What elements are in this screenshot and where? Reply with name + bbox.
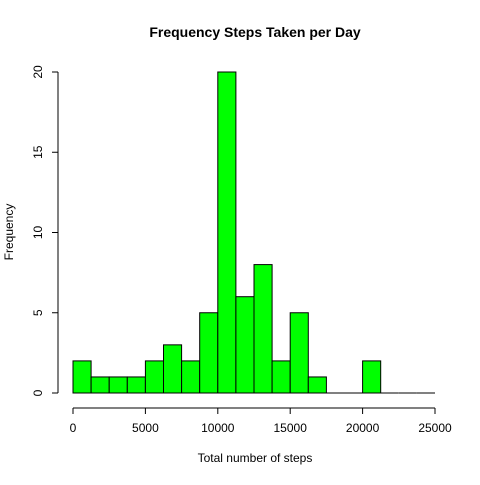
x-tick-label-1: 5000 — [132, 421, 159, 435]
x-tick-label-5: 25000 — [418, 421, 452, 435]
y-tick-label-0: 0 — [31, 389, 45, 396]
histogram-bar-11 — [271, 360, 291, 394]
x-axis: 0 5000 10000 15000 20000 25000 — [70, 407, 452, 435]
histogram-bar-1 — [90, 376, 110, 394]
histogram-bar-2 — [108, 376, 128, 394]
y-tick-label-4: 20 — [31, 65, 45, 79]
histogram-bar-0 — [72, 360, 92, 394]
histogram-bar-10 — [253, 264, 273, 394]
x-axis-label: Total number of steps — [198, 451, 313, 465]
y-tick-label-2: 10 — [31, 226, 45, 240]
chart-title: Frequency Steps Taken per Day — [149, 24, 361, 40]
x-tick-label-4: 20000 — [346, 421, 380, 435]
y-axis: 0 5 10 15 20 — [31, 65, 59, 396]
histogram-bar-16 — [362, 360, 382, 394]
histogram-bar-4 — [144, 360, 164, 394]
histogram-bar-9 — [235, 296, 255, 394]
x-tick-label-0: 0 — [70, 421, 77, 435]
y-tick-label-1: 5 — [31, 309, 45, 316]
histogram-bar-12 — [289, 312, 309, 394]
y-tick-label-3: 15 — [31, 145, 45, 159]
x-tick-label-2: 10000 — [201, 421, 235, 435]
histogram-bar-6 — [181, 360, 201, 394]
x-tick-label-3: 15000 — [274, 421, 308, 435]
histogram-bar-5 — [163, 344, 183, 394]
histogram-bar-7 — [199, 312, 219, 394]
y-axis-label: Frequency — [2, 204, 16, 261]
histogram-bar-8 — [217, 71, 237, 394]
bars-layer — [72, 71, 435, 394]
histogram-bar-3 — [126, 376, 146, 394]
histogram-bar-13 — [307, 376, 327, 394]
